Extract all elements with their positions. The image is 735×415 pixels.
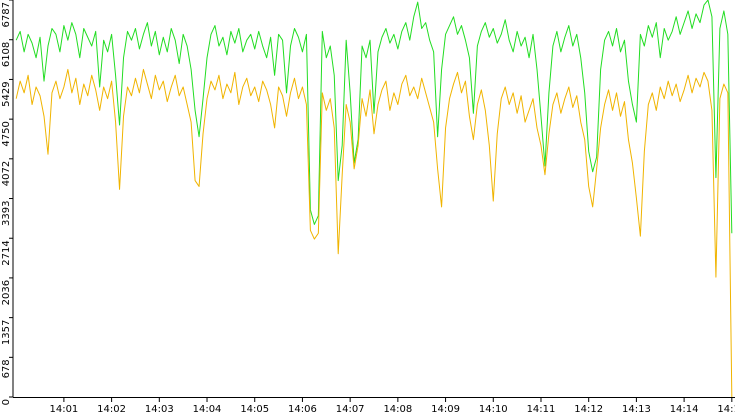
y-tick-label: 678 [1,359,12,378]
series-line [15,0,733,234]
x-tick-label: 14:03 [145,404,174,415]
y-tick-label: 6108 [1,42,12,67]
x-tick-label: 14:06 [288,404,317,415]
series-line [15,68,733,398]
x-tick-label: 14:11 [527,404,556,415]
x-tick-label: 14:13 [622,404,651,415]
x-tick-label: 14:12 [574,404,603,415]
x-tick-label: 14:14 [670,404,699,415]
y-tick-label: 4072 [1,161,12,186]
x-tick-label: 14:02 [97,404,126,415]
x-tick-label: 14:01 [49,404,78,415]
y-tick-label: 3393 [1,201,12,226]
y-tick-label: 0 [1,399,12,405]
y-tick-label: 6787 [1,2,12,27]
x-tick-label: 14:07 [336,404,365,415]
x-tick-label: 14:15 [717,404,735,415]
x-tick-label: 14:04 [193,404,222,415]
y-tick-label: 4750 [1,121,12,146]
y-tick-label: 2036 [1,280,12,305]
x-tick-label: 14:08 [383,404,412,415]
x-tick-label: 14:09 [431,404,460,415]
y-tick-label: 5429 [1,81,12,106]
y-tick-label: 1357 [1,320,12,345]
x-tick-label: 14:10 [479,404,508,415]
x-tick-label: 14:05 [240,404,269,415]
y-tick-label: 2714 [1,240,12,265]
